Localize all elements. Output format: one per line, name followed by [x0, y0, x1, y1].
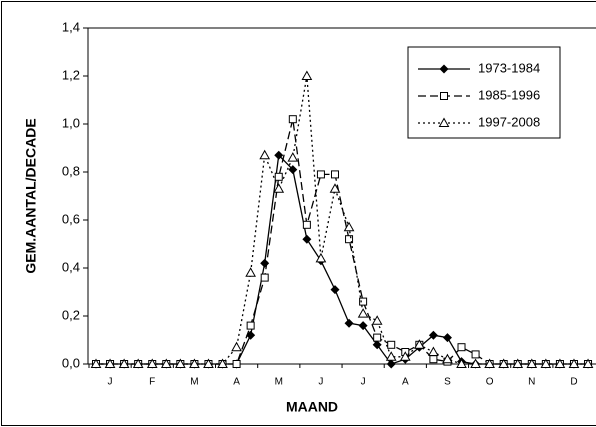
- marker: [246, 321, 255, 330]
- marker: [428, 346, 439, 356]
- marker: [217, 358, 228, 368]
- marker: [118, 358, 130, 368]
- marker: [288, 165, 298, 175]
- x-tick-label: J: [361, 377, 366, 388]
- y-tick-label: 0,0: [62, 355, 80, 370]
- marker: [372, 340, 382, 350]
- y-tick-label: 1,0: [62, 115, 80, 130]
- y-tick-label: 0,6: [62, 211, 80, 226]
- y-axis-title: GEM.AANTAL/DECADE: [23, 118, 39, 273]
- marker: [399, 351, 411, 361]
- y-tick-label: 1,2: [62, 67, 80, 82]
- x-axis-title: MAAND: [286, 399, 338, 415]
- y-tick-label: 0,2: [62, 307, 80, 322]
- marker: [386, 359, 396, 369]
- x-tick-label: A: [402, 377, 409, 388]
- x-tick-label: F: [149, 377, 155, 388]
- marker: [345, 235, 354, 244]
- marker: [582, 358, 594, 368]
- marker: [526, 358, 538, 368]
- series-line: [96, 119, 589, 365]
- x-tick-label: M: [275, 377, 283, 388]
- marker: [498, 358, 510, 368]
- marker: [457, 343, 466, 352]
- marker: [302, 234, 312, 244]
- marker: [344, 318, 354, 328]
- legend-label: 1973-1984: [478, 60, 540, 75]
- marker: [260, 273, 269, 282]
- marker: [274, 150, 284, 160]
- x-tick-label: M: [190, 377, 198, 388]
- x-tick-label: O: [486, 377, 494, 388]
- x-tick-label: A: [233, 377, 240, 388]
- marker: [438, 117, 450, 127]
- marker: [231, 341, 242, 352]
- marker: [301, 70, 313, 80]
- marker: [554, 358, 566, 368]
- marker: [357, 308, 369, 318]
- marker: [104, 358, 116, 368]
- x-tick-label: D: [570, 377, 577, 388]
- marker: [259, 149, 271, 160]
- marker: [358, 321, 368, 331]
- marker: [316, 170, 325, 179]
- y-tick-label: 1,4: [62, 19, 80, 34]
- x-tick-label: J: [318, 377, 323, 388]
- y-tick-label: 0,8: [62, 163, 80, 178]
- marker: [568, 358, 580, 368]
- marker: [429, 355, 438, 364]
- marker: [329, 183, 341, 193]
- marker: [385, 351, 397, 361]
- marker: [302, 220, 311, 229]
- marker: [413, 339, 425, 349]
- marker: [132, 358, 144, 368]
- marker: [442, 333, 452, 343]
- marker: [174, 358, 186, 368]
- marker: [287, 152, 299, 162]
- marker: [330, 170, 339, 179]
- marker: [245, 267, 256, 277]
- marker: [203, 358, 214, 368]
- marker: [330, 285, 340, 295]
- marker: [387, 340, 396, 349]
- marker: [470, 358, 481, 368]
- marker: [273, 183, 285, 193]
- marker: [260, 258, 270, 268]
- marker: [512, 358, 524, 368]
- marker: [189, 358, 200, 368]
- legend-label: 1985-1996: [478, 87, 540, 102]
- marker: [315, 252, 327, 263]
- legend-label: 1997-2008: [478, 114, 540, 129]
- marker: [371, 315, 383, 325]
- marker: [439, 64, 449, 74]
- marker: [359, 297, 368, 306]
- marker: [373, 333, 382, 342]
- marker: [471, 350, 480, 359]
- marker: [232, 360, 241, 368]
- marker: [274, 172, 283, 181]
- marker: [540, 358, 552, 368]
- x-tick-label: N: [528, 377, 535, 388]
- marker: [160, 358, 172, 368]
- marker: [440, 92, 448, 100]
- marker: [484, 358, 495, 368]
- marker: [456, 358, 467, 368]
- series-line: [96, 153, 589, 365]
- marker: [90, 358, 102, 368]
- x-tick-label: J: [108, 377, 113, 388]
- marker: [442, 353, 453, 364]
- x-tick-label: S: [444, 377, 451, 388]
- y-tick-label: 0,4: [62, 259, 80, 274]
- marker: [428, 330, 438, 340]
- marker: [343, 221, 355, 232]
- marker: [288, 115, 297, 124]
- marker: [146, 358, 158, 368]
